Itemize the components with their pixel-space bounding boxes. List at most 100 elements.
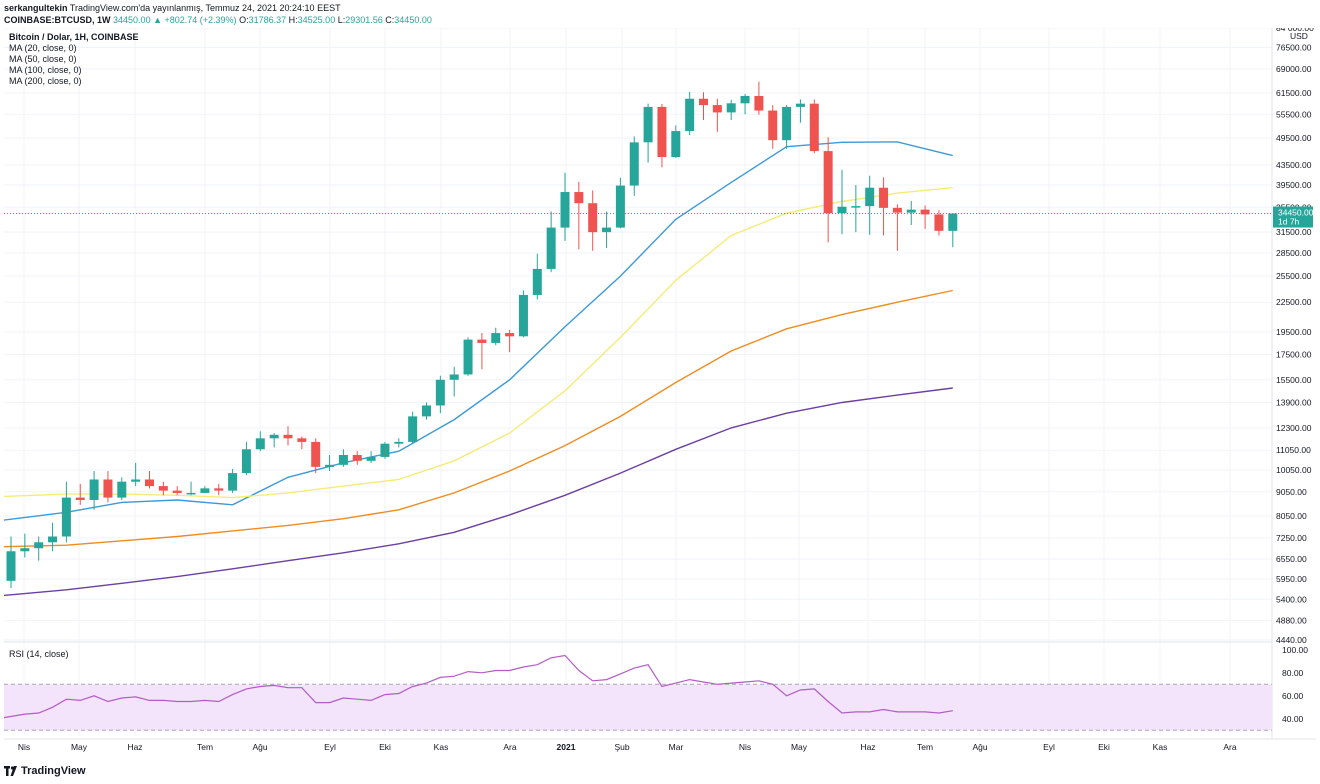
candle	[615, 177, 625, 229]
time-tick-label: Ara	[503, 742, 517, 752]
candle-body	[117, 481, 127, 498]
rsi-legend[interactable]: RSI (14, close)	[9, 649, 69, 659]
candle-body	[477, 339, 487, 343]
legend-title[interactable]: Bitcoin / Dolar, 1H, COINBASE	[9, 32, 139, 42]
price-tick-label: 12300.00	[1276, 423, 1312, 433]
candle	[380, 441, 390, 459]
candle-body	[699, 98, 708, 106]
price-chart-svg[interactable]: 84 000.00 76500.00 69000.00 61500.00 55500.0…	[3, 23, 1316, 762]
legend-ma20[interactable]: MA (20, close, 0)	[9, 43, 77, 53]
high-label: H:	[288, 15, 298, 25]
time-tick-label: 2021	[557, 742, 576, 752]
price-change: ▲ +802.74 (+2.39%)	[153, 15, 237, 25]
candle-body	[546, 227, 556, 269]
price-tick-label: 4880.00	[1276, 615, 1307, 625]
candle-body	[768, 110, 778, 141]
candle-body	[574, 192, 584, 204]
candle-body	[255, 438, 265, 450]
candle-body	[948, 213, 958, 231]
candle-body	[145, 479, 154, 487]
candle-body	[588, 203, 598, 233]
candle	[366, 451, 376, 463]
candle	[865, 175, 875, 235]
candle	[491, 327, 501, 346]
price-tick-label: 39500.00	[1276, 180, 1312, 190]
candle	[241, 441, 251, 476]
rsi-line	[3, 654, 953, 719]
candle-body	[311, 441, 321, 467]
price-tick-label: 69000.00	[1276, 64, 1312, 74]
candle-body	[685, 98, 695, 132]
candle	[283, 426, 293, 446]
candle	[20, 533, 30, 558]
rsi-line-group	[3, 654, 953, 719]
price-tick-label: 17500.00	[1276, 350, 1312, 360]
chart-area[interactable]: 84 000.00 76500.00 69000.00 61500.00 55500.0…	[3, 23, 1316, 767]
candle	[588, 190, 598, 251]
candle	[768, 105, 778, 149]
time-axis[interactable]: Nis May Haz Tem Ağu Eyl Eki Kas Ara 2021 Şub Mar Nis…	[18, 742, 1237, 752]
author-name[interactable]: serkangultekin	[4, 3, 68, 13]
candle-body	[186, 492, 196, 495]
low-value: 29301.56	[345, 15, 383, 25]
price-tick-label: 4440.00	[1276, 635, 1307, 645]
candle	[269, 433, 279, 448]
low-label: L:	[337, 15, 346, 25]
candle-body	[200, 488, 210, 493]
candle	[325, 454, 335, 471]
rsi-tick-label: 100.00	[1282, 645, 1308, 655]
price-tick-label: 25500.00	[1276, 271, 1312, 281]
legend-ma200[interactable]: MA (200, close, 0)	[9, 76, 82, 86]
legend-ma50[interactable]: MA (50, close, 0)	[9, 54, 77, 64]
time-tick-label: Tem	[197, 742, 213, 752]
candle-body	[408, 416, 418, 442]
time-tick-label: Eyl	[324, 742, 336, 752]
candle	[75, 483, 85, 505]
candle	[602, 211, 612, 248]
candle	[879, 177, 889, 236]
candle	[228, 468, 238, 493]
candle	[214, 483, 224, 496]
candle	[920, 205, 930, 229]
candle-body	[131, 479, 141, 482]
candle-body	[172, 490, 182, 493]
candle-body	[20, 548, 30, 552]
rsi-band-fill	[4, 684, 1272, 731]
candle	[103, 470, 113, 503]
time-tick-label: Şub	[614, 742, 629, 752]
candle	[560, 172, 570, 241]
ma-line	[3, 187, 953, 499]
time-tick-label: May	[791, 742, 808, 752]
rsi-axis[interactable]: 100.00 80.00 60.00 40.00	[1282, 645, 1308, 724]
candle-body	[823, 151, 833, 214]
candle	[532, 253, 542, 300]
price-axis[interactable]: 84 000.00 76500.00 69000.00 61500.00 55500.0…	[1276, 23, 1314, 645]
candle	[61, 481, 71, 543]
candle-body	[851, 206, 861, 208]
candle-body	[214, 488, 224, 491]
candle-body	[241, 449, 251, 474]
candle	[754, 81, 764, 115]
candle-body	[615, 185, 625, 228]
candle-body	[61, 497, 71, 537]
candle	[685, 91, 695, 136]
candle	[297, 436, 307, 450]
price-tick-label: 15500.00	[1276, 375, 1312, 385]
candle-body	[89, 479, 99, 500]
candle-body	[463, 339, 473, 375]
rsi-band	[4, 683, 1272, 731]
candle	[89, 470, 99, 510]
candle	[435, 375, 445, 414]
legend-ma100[interactable]: MA (100, close, 0)	[9, 65, 82, 75]
candle-body	[297, 438, 307, 442]
candle	[574, 181, 584, 250]
time-tick-label: Ağu	[972, 742, 987, 752]
ma-line	[3, 387, 953, 597]
close-label: C:	[385, 15, 395, 25]
candle-body	[505, 333, 515, 337]
price-tick-label: 5400.00	[1276, 594, 1307, 604]
tradingview-footer[interactable]: TradingView	[4, 765, 86, 777]
last-price-box	[1273, 206, 1313, 228]
time-tick-label: Haz	[127, 742, 142, 752]
candle-body	[103, 479, 113, 498]
